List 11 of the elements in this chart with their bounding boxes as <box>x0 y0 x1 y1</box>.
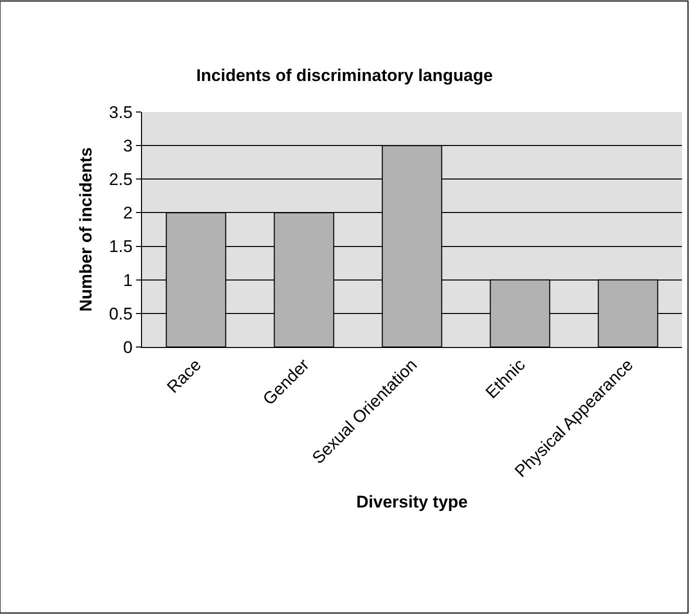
y-tick-label: 1.5 <box>108 237 133 256</box>
chart-title: Incidents of discriminatory language <box>196 66 493 85</box>
y-tick-label: 0 <box>123 338 133 357</box>
y-tick-label: 1 <box>123 270 133 290</box>
y-tick-label: 0.5 <box>108 304 133 324</box>
y-tick-label: 2 <box>123 204 133 223</box>
y-tick-label: 2.5 <box>108 170 133 190</box>
y-axis-title: Number of incidents <box>76 147 96 312</box>
y-tick-label: 3.5 <box>108 102 133 122</box>
x-axis-title: Diversity type <box>356 492 468 512</box>
y-tick-label: 3 <box>123 136 133 156</box>
